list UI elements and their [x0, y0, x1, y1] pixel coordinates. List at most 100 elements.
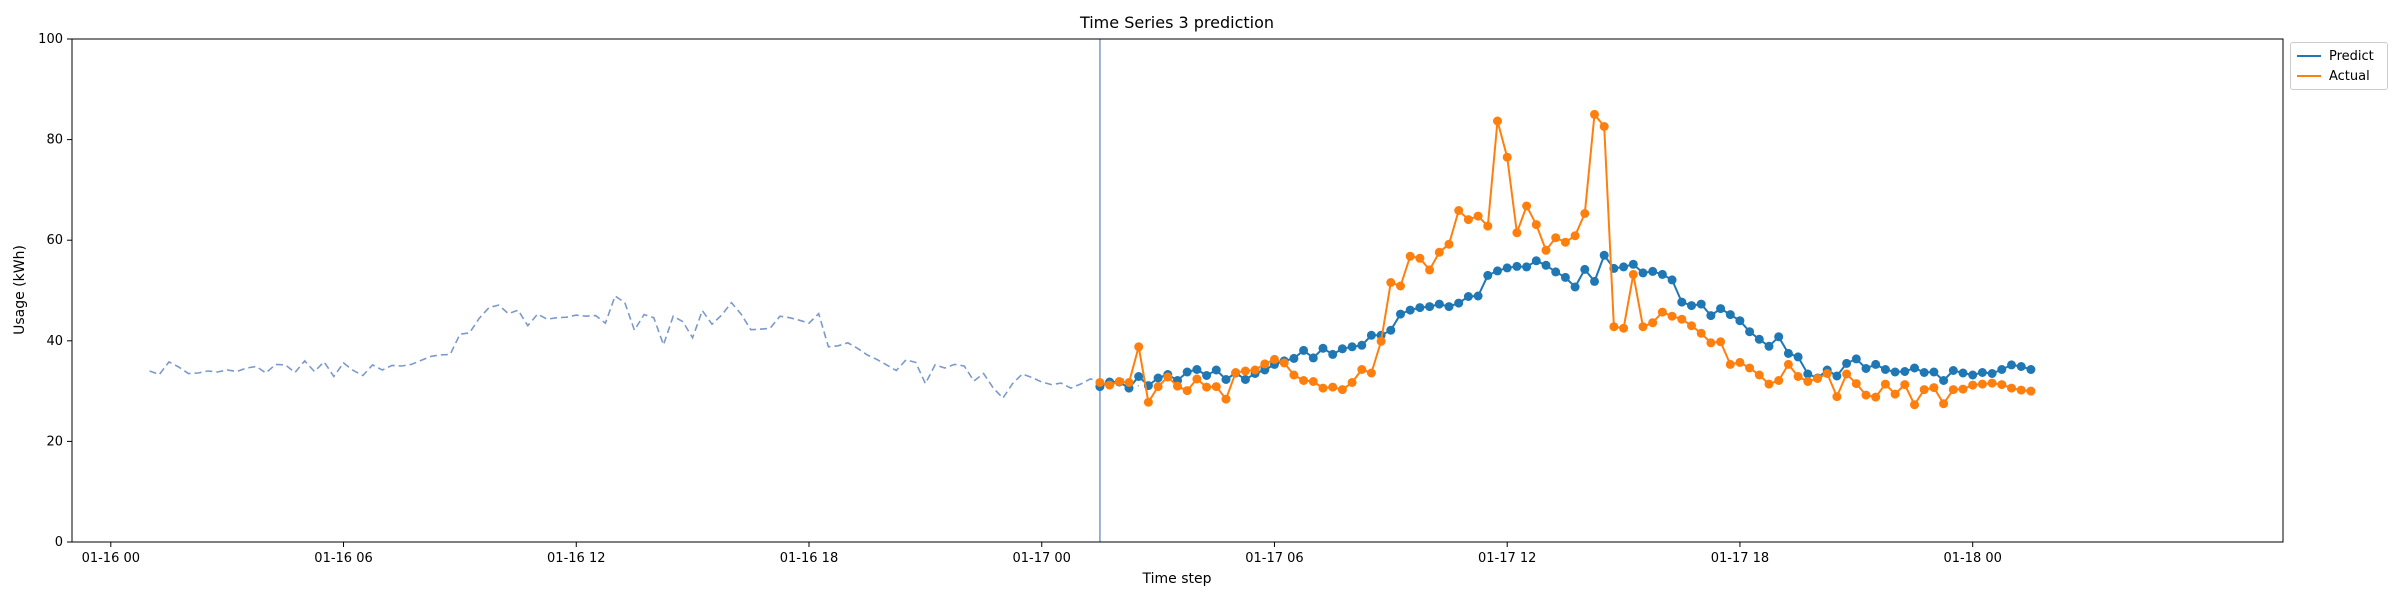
- predict-point: [1425, 302, 1435, 312]
- actual-point: [1347, 378, 1357, 387]
- predict-point: [1619, 262, 1629, 272]
- y-axis-label: Usage (kWh): [12, 245, 28, 335]
- predict-point: [1667, 275, 1677, 285]
- predict-point: [1463, 292, 1473, 301]
- actual-point: [1706, 338, 1716, 348]
- predict-point: [1628, 259, 1638, 269]
- x-tick-label: 01-16 06: [314, 551, 372, 566]
- predict-point: [1308, 353, 1318, 363]
- predict-point: [1803, 369, 1813, 379]
- legend: Predict Actual: [2290, 42, 2388, 90]
- predict-point: [1968, 370, 1978, 380]
- actual-point: [1095, 378, 1105, 387]
- legend-item-actual: Actual: [2297, 67, 2370, 85]
- predict-point: [1493, 266, 1502, 276]
- predict-point: [1211, 365, 1221, 375]
- predict-point: [1483, 270, 1493, 280]
- actual-point: [1434, 247, 1444, 257]
- actual-point: [1783, 359, 1793, 369]
- actual-point: [1958, 384, 1968, 394]
- predict-point: [1939, 376, 1949, 385]
- predict-point: [1396, 309, 1405, 319]
- actual-point: [1192, 374, 1202, 384]
- actual-point: [1376, 336, 1386, 346]
- actual-series-line: [1099, 111, 2032, 407]
- actual-point: [1289, 370, 1299, 380]
- predict-point: [1648, 266, 1658, 276]
- predict-point: [1919, 368, 1929, 377]
- predict-point: [1599, 250, 1609, 260]
- actual-point: [1522, 201, 1532, 211]
- legend-swatch-actual: [2297, 75, 2321, 77]
- actual-point: [1657, 307, 1667, 317]
- actual-point: [1851, 379, 1861, 389]
- actual-point: [1328, 382, 1338, 392]
- predict-point: [1890, 367, 1900, 377]
- predict-point: [1793, 352, 1803, 362]
- actual-point: [1590, 109, 1599, 119]
- actual-point: [1531, 220, 1541, 230]
- actual-point: [2007, 383, 2016, 393]
- actual-point: [1105, 380, 1115, 390]
- actual-point: [1997, 380, 2007, 390]
- x-tick-label: 01-17 00: [1013, 551, 1071, 566]
- predict-point: [1754, 334, 1764, 344]
- predict-point: [1240, 375, 1250, 384]
- predict-point: [1783, 348, 1793, 358]
- actual-point: [1270, 354, 1279, 364]
- predict-point: [1706, 311, 1716, 321]
- x-tick-label: 01-17 06: [1245, 551, 1303, 566]
- actual-point: [1260, 359, 1270, 369]
- actual-point: [1114, 377, 1124, 386]
- predict-point: [1997, 365, 2007, 374]
- predict-point: [1677, 297, 1687, 307]
- predict-point: [1444, 302, 1454, 312]
- actual-point: [1793, 372, 1803, 381]
- actual-point: [1774, 376, 1784, 385]
- predict-point: [1861, 364, 1871, 373]
- actual-point: [1560, 237, 1570, 247]
- predict-point: [1687, 301, 1696, 311]
- x-axis-label: Time step: [1142, 571, 1212, 587]
- predict-point: [2007, 360, 2016, 370]
- actual-point: [1221, 394, 1231, 404]
- predict-point: [1580, 264, 1590, 274]
- actual-point: [1929, 383, 1939, 393]
- x-tick-label: 01-17 18: [1711, 551, 1769, 566]
- actual-point: [1648, 318, 1658, 328]
- predict-point: [1551, 267, 1561, 277]
- actual-point: [1638, 322, 1648, 332]
- actual-point: [1163, 372, 1173, 382]
- actual-point: [1580, 209, 1590, 218]
- predict-point: [1774, 332, 1784, 342]
- actual-point: [1502, 152, 1512, 162]
- actual-point: [1173, 381, 1182, 391]
- actual-point: [1463, 215, 1473, 225]
- actual-point: [1735, 357, 1745, 367]
- actual-point: [1231, 368, 1241, 377]
- predict-point: [1977, 368, 1987, 377]
- predict-point: [1929, 367, 1939, 377]
- predict-point: [1202, 371, 1212, 380]
- actual-point: [2026, 386, 2036, 396]
- actual-point: [1493, 116, 1502, 126]
- predict-point: [1716, 304, 1726, 314]
- predict-point: [1900, 367, 1910, 376]
- predict-point: [1696, 299, 1706, 309]
- predict-point: [1725, 310, 1735, 320]
- actual-point: [1948, 385, 1958, 395]
- y-tick-label: 60: [46, 233, 63, 248]
- actual-point: [1337, 385, 1347, 395]
- actual-point: [1832, 392, 1842, 402]
- actual-point: [1308, 377, 1318, 386]
- predict-point: [1522, 262, 1532, 272]
- actual-point: [1415, 253, 1425, 263]
- x-tick-label: 01-18 00: [1943, 551, 2001, 566]
- actual-point: [1696, 328, 1706, 338]
- actual-point: [1977, 379, 1987, 389]
- predict-point: [1638, 268, 1648, 278]
- actual-point: [1366, 368, 1376, 378]
- actual-point: [1386, 278, 1396, 287]
- predict-point: [1289, 353, 1299, 363]
- predict-point: [1337, 344, 1347, 354]
